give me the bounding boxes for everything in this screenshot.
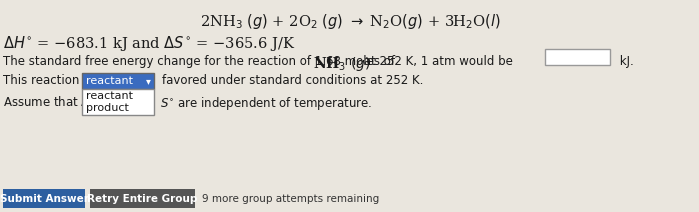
Text: Submit Answer: Submit Answer bbox=[0, 194, 89, 204]
Bar bbox=[82, 73, 154, 89]
Text: favored under standard conditions at 252 K.: favored under standard conditions at 252… bbox=[162, 74, 424, 87]
Text: $\Delta H^{\circ}$ = $-$683.1 kJ and $\Delta S^{\circ}$ = $-$365.6 J/K: $\Delta H^{\circ}$ = $-$683.1 kJ and $\D… bbox=[3, 34, 296, 53]
Text: at 252 K, 1 atm would be: at 252 K, 1 atm would be bbox=[360, 55, 513, 68]
Text: This reaction is: This reaction is bbox=[3, 74, 93, 87]
Text: reactant: reactant bbox=[86, 76, 133, 86]
Text: $S^{\circ}$ are independent of temperature.: $S^{\circ}$ are independent of temperatu… bbox=[160, 95, 373, 112]
Text: reactant: reactant bbox=[86, 91, 133, 101]
Bar bbox=[90, 189, 195, 208]
Text: 2NH$_3$ $(g)$ + 2O$_2$ $(g)$ $\rightarrow$ N$_2$O$(g)$ + 3H$_2$O$(l)$: 2NH$_3$ $(g)$ + 2O$_2$ $(g)$ $\rightarro… bbox=[200, 12, 500, 31]
Text: Assume that $\Delta$: Assume that $\Delta$ bbox=[3, 95, 91, 109]
Text: Retry Entire Group: Retry Entire Group bbox=[87, 194, 197, 204]
Text: NH$_3$ $(g)$: NH$_3$ $(g)$ bbox=[313, 55, 370, 73]
Text: kJ.: kJ. bbox=[616, 55, 634, 68]
Bar bbox=[3, 189, 85, 208]
Bar bbox=[545, 49, 610, 65]
Text: The standard free energy change for the reaction of 1.68 moles of: The standard free energy change for the … bbox=[3, 55, 398, 68]
Text: product: product bbox=[86, 103, 129, 113]
Bar bbox=[82, 89, 154, 115]
Text: ▾: ▾ bbox=[146, 76, 151, 86]
Text: 9 more group attempts remaining: 9 more group attempts remaining bbox=[202, 194, 380, 204]
